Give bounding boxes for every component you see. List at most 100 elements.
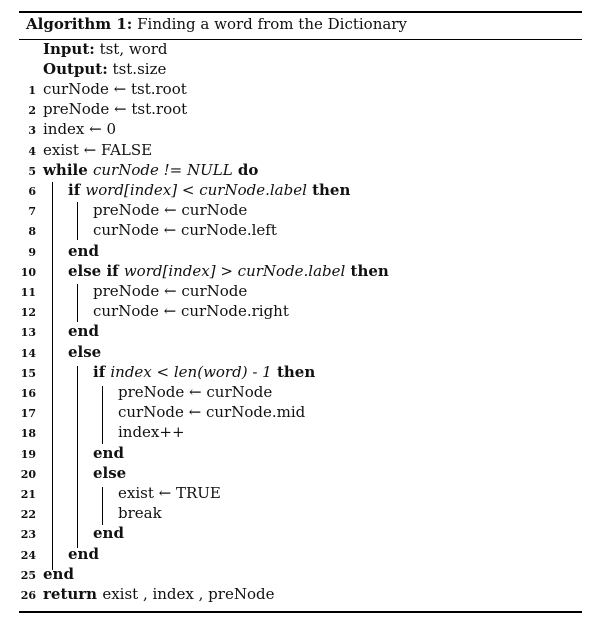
keyword: end <box>68 545 99 563</box>
algorithm-line: end <box>68 545 99 563</box>
line-number: 20 <box>20 468 36 481</box>
line-number: 21 <box>20 488 36 501</box>
keyword: else <box>93 464 127 482</box>
inner-else-block-bar <box>102 487 103 525</box>
keyword: then <box>306 181 351 199</box>
algorithm-line: curNode ← curNode.right <box>93 302 289 320</box>
line-number: 26 <box>20 589 36 602</box>
algorithm-line: return exist , index , preNode <box>43 585 274 603</box>
output-value: tst.size <box>112 60 167 78</box>
keyword: then <box>271 363 316 381</box>
line-number: 13 <box>20 326 36 339</box>
keyword: if <box>93 363 111 381</box>
input-value: tst, word <box>99 40 168 58</box>
caption-rule <box>19 39 582 40</box>
line-number: 19 <box>20 448 36 461</box>
keyword: do <box>232 161 259 179</box>
algorithm-line: end <box>43 565 74 583</box>
line-number: 1 <box>28 84 36 97</box>
top-rule <box>19 11 582 13</box>
line-number: 17 <box>20 407 36 420</box>
keyword: end <box>68 322 99 340</box>
algorithm-line: else <box>68 343 101 361</box>
algorithm-line: preNode ← curNode <box>93 282 247 300</box>
statement-text: exist , index , preNode <box>102 585 275 603</box>
algorithm-line: index ← 0 <box>43 120 116 138</box>
output-line: Output: tst.size <box>43 60 166 78</box>
line-number: 15 <box>20 367 36 380</box>
algorithm-line: end <box>68 322 99 340</box>
algorithm-label: Algorithm 1: <box>26 15 133 33</box>
algorithm-line: preNode ← tst.root <box>43 100 187 118</box>
input-line: Input: tst, word <box>43 40 168 58</box>
statement-text: preNode ← curNode <box>93 282 248 300</box>
algorithm-line: break <box>118 504 162 522</box>
algorithm-line: while curNode != NULL do <box>43 161 258 179</box>
keyword: then <box>345 262 389 280</box>
line-number: 22 <box>20 508 36 521</box>
algorithm-line: end <box>93 524 124 542</box>
keyword: else if <box>68 262 124 280</box>
line-number: 3 <box>28 124 36 137</box>
keyword: else <box>68 343 102 361</box>
keyword: end <box>93 524 124 542</box>
statement-text: preNode ← curNode <box>118 383 273 401</box>
algorithm-line: preNode ← curNode <box>118 383 272 401</box>
statement-text: curNode ← tst.root <box>43 80 187 98</box>
condition-expression: index < len(word) - 1 <box>110 363 272 381</box>
algorithm-line: else <box>93 464 126 482</box>
algorithm-line: index++ <box>118 423 185 441</box>
keyword: if <box>68 181 86 199</box>
line-number: 12 <box>20 306 36 319</box>
line-number: 5 <box>28 165 36 178</box>
line-number: 24 <box>20 549 36 562</box>
statement-text: curNode ← curNode.mid <box>118 403 306 421</box>
statement-text: exist ← FALSE <box>43 141 153 159</box>
line-number: 9 <box>28 246 36 259</box>
input-label: Input: <box>43 40 95 58</box>
algorithm-line: end <box>68 242 99 260</box>
else-block-bar <box>77 366 78 548</box>
statement-text: curNode ← curNode.right <box>93 302 289 320</box>
algorithm-line: if index < len(word) - 1 then <box>93 363 315 381</box>
keyword: end <box>43 565 74 583</box>
inner-if-block-bar <box>102 386 103 444</box>
keyword: while <box>43 161 93 179</box>
algorithm-line: preNode ← curNode <box>93 201 247 219</box>
line-number: 18 <box>20 427 36 440</box>
condition-expression: word[index] > curNode.label <box>123 262 346 280</box>
line-number: 11 <box>20 286 36 299</box>
line-number: 8 <box>28 225 36 238</box>
statement-text: exist ← TRUE <box>118 484 221 502</box>
line-number: 25 <box>20 569 36 582</box>
bottom-rule <box>19 611 582 613</box>
algorithm-line: end <box>93 444 124 462</box>
algorithm-line: exist ← FALSE <box>43 141 152 159</box>
algorithm-line: curNode ← tst.root <box>43 80 187 98</box>
statement-text: preNode ← curNode <box>93 201 248 219</box>
algorithm-line: if word[index] < curNode.label then <box>68 181 350 199</box>
while-block-bar <box>52 182 53 570</box>
keyword: end <box>93 444 124 462</box>
keyword: return <box>43 585 103 603</box>
line-number: 2 <box>28 104 36 117</box>
line-number: 14 <box>20 347 36 360</box>
line-number: 4 <box>28 145 36 158</box>
algorithm-line: curNode ← curNode.mid <box>118 403 305 421</box>
statement-text: index++ <box>118 423 185 441</box>
algorithm-caption: Algorithm 1: Finding a word from the Dic… <box>26 15 407 33</box>
statement-text: break <box>118 504 162 522</box>
statement-text: preNode ← tst.root <box>43 100 188 118</box>
output-label: Output: <box>43 60 108 78</box>
line-number: 6 <box>28 185 36 198</box>
algorithm-line: curNode ← curNode.left <box>93 221 277 239</box>
algorithm-line: exist ← TRUE <box>118 484 221 502</box>
algorithm-title: Finding a word from the Dictionary <box>137 15 407 33</box>
algorithm-line: else if word[index] > curNode.label then <box>68 262 389 280</box>
statement-text: index ← 0 <box>43 120 117 138</box>
line-number: 23 <box>20 528 36 541</box>
line-number: 10 <box>20 266 36 279</box>
condition-expression: word[index] < curNode.label <box>85 181 307 199</box>
line-number: 7 <box>28 205 36 218</box>
statement-text: curNode ← curNode.left <box>93 221 277 239</box>
